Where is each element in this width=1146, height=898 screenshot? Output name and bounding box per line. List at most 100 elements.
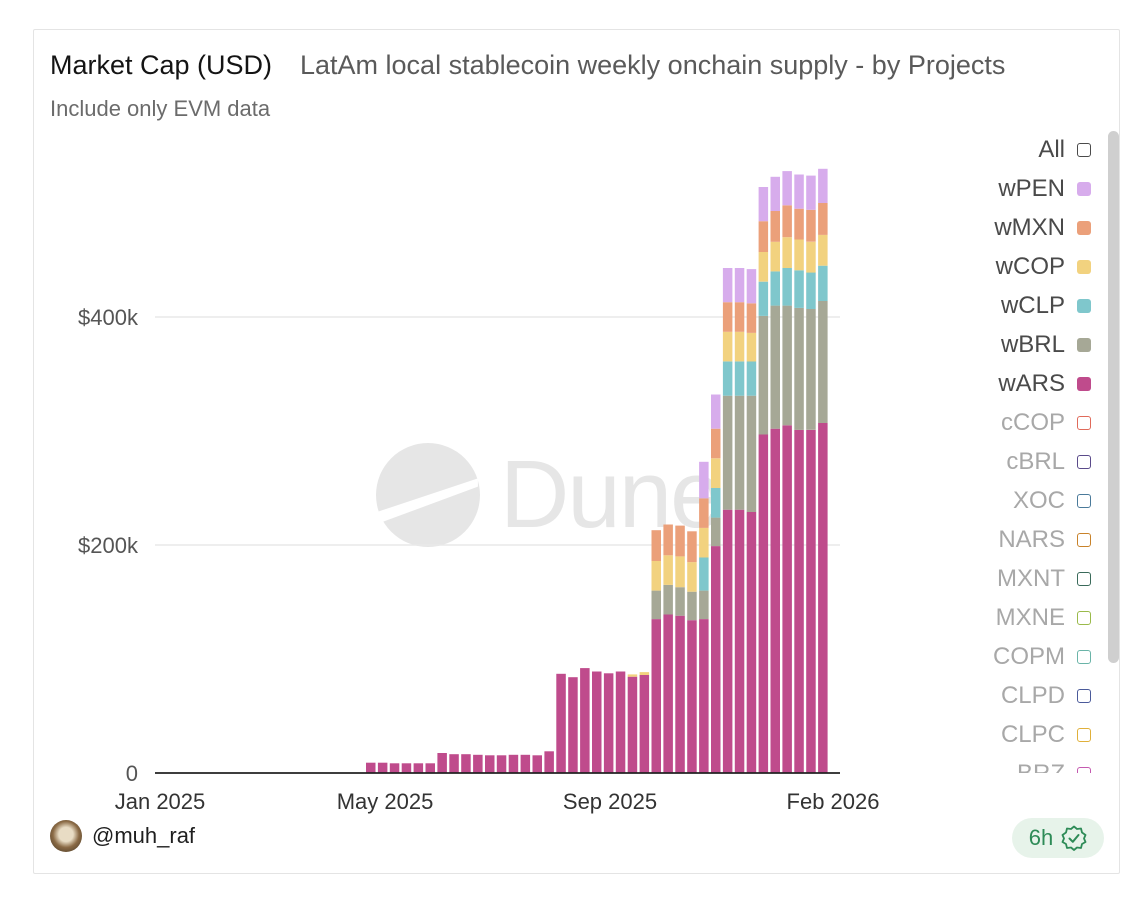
bar-wARS[interactable] (675, 615, 685, 773)
bar-wPEN[interactable] (734, 268, 745, 303)
bar-wBRL[interactable] (746, 395, 757, 512)
bar-wCOP[interactable] (770, 241, 781, 272)
bar-wBRL[interactable] (758, 315, 769, 435)
bar-wARS[interactable] (770, 428, 781, 773)
bar-wMXN[interactable] (651, 530, 662, 561)
bar-wPEN[interactable] (818, 168, 828, 203)
bar-wCOP[interactable] (734, 331, 745, 362)
bar-wCOP[interactable] (711, 458, 721, 488)
legend-item-cbrl[interactable]: cBRL (1006, 447, 1091, 477)
bar-wBRL[interactable] (675, 587, 685, 616)
legend-item-wmxn[interactable]: wMXN (994, 213, 1091, 243)
bar-wARS[interactable] (425, 763, 436, 773)
bar-wCOP[interactable] (746, 333, 757, 362)
bar-wARS[interactable] (377, 762, 388, 773)
bar-wCLP[interactable] (782, 268, 792, 306)
bar-wARS[interactable] (556, 673, 566, 773)
bar-wARS[interactable] (651, 619, 662, 773)
legend-item-xoc[interactable]: XOC (1013, 486, 1091, 516)
bar-wPEN[interactable] (758, 187, 769, 222)
bar-wARS[interactable] (818, 423, 828, 773)
bar-wMXN[interactable] (711, 428, 721, 459)
bar-wMXN[interactable] (699, 498, 709, 528)
bar-wPEN[interactable] (806, 175, 816, 210)
bar-wMXN[interactable] (722, 302, 733, 332)
bar-wBRL[interactable] (699, 590, 709, 620)
bar-wBRL[interactable] (818, 301, 828, 423)
bar-wCLP[interactable] (794, 270, 804, 308)
bar-wCLP[interactable] (711, 488, 721, 518)
bar-wARS[interactable] (722, 509, 733, 773)
avatar[interactable] (50, 820, 82, 852)
bar-wARS[interactable] (389, 763, 400, 773)
bar-wCLP[interactable] (746, 361, 757, 396)
bar-wMXN[interactable] (782, 205, 792, 238)
bar-wARS[interactable] (592, 671, 602, 774)
bar-wARS[interactable] (520, 754, 531, 773)
bar-wMXN[interactable] (770, 211, 781, 242)
bar-wCLP[interactable] (722, 361, 733, 396)
bar-wPEN[interactable] (699, 461, 709, 499)
freshness-badge[interactable]: 6h (1012, 818, 1104, 858)
bar-wMXN[interactable] (746, 303, 757, 333)
bar-wPEN[interactable] (746, 269, 757, 304)
bar-wARS[interactable] (603, 673, 614, 774)
bar-wPEN[interactable] (722, 268, 733, 303)
bar-wCOP[interactable] (699, 527, 709, 558)
bar-wPEN[interactable] (782, 171, 792, 206)
bar-wMXN[interactable] (758, 221, 769, 252)
bar-wCOP[interactable] (806, 241, 816, 273)
bar-wARS[interactable] (413, 763, 424, 773)
bar-wBRL[interactable] (663, 584, 673, 615)
bar-wBRL[interactable] (651, 590, 662, 620)
bar-wARS[interactable] (687, 620, 697, 773)
bar-wMXN[interactable] (687, 531, 697, 563)
bar-wMXN[interactable] (734, 302, 745, 332)
bar-wARS[interactable] (806, 429, 816, 773)
bar-wCLP[interactable] (770, 271, 781, 306)
bar-wCOP[interactable] (782, 237, 792, 268)
bar-wMXN[interactable] (794, 208, 804, 240)
bar-wARS[interactable] (473, 754, 483, 773)
legend-item-wcop[interactable]: wCOP (996, 252, 1091, 282)
bar-wCLP[interactable] (734, 361, 745, 396)
bar-wARS[interactable] (366, 762, 376, 773)
legend-item-nars[interactable]: NARS (998, 525, 1091, 555)
bar-wARS[interactable] (580, 668, 590, 773)
bar-wARS[interactable] (485, 755, 495, 773)
legend-item-all[interactable]: All (1038, 135, 1091, 165)
bar-wARS[interactable] (758, 434, 769, 773)
bar-wCLP[interactable] (758, 281, 769, 316)
bar-wARS[interactable] (699, 619, 709, 773)
bar-wARS[interactable] (711, 546, 721, 773)
legend-item-clpd[interactable]: CLPD (1001, 681, 1091, 711)
bar-wARS[interactable] (544, 751, 554, 773)
bar-wARS[interactable] (782, 425, 792, 773)
bar-wARS[interactable] (627, 676, 638, 773)
bar-wCOP[interactable] (675, 556, 685, 588)
legend-item-copm[interactable]: COPM (993, 642, 1091, 672)
legend-item-wclp[interactable]: wCLP (1001, 291, 1091, 321)
bar-wCOP[interactable] (639, 672, 650, 675)
bar-wMXN[interactable] (675, 525, 685, 557)
bar-wCOP[interactable] (758, 252, 769, 282)
bar-wARS[interactable] (461, 754, 471, 773)
bar-wCOP[interactable] (818, 234, 828, 266)
bar-wCOP[interactable] (687, 562, 697, 592)
bar-wBRL[interactable] (770, 305, 781, 429)
bar-wBRL[interactable] (794, 307, 804, 430)
bar-wPEN[interactable] (770, 176, 781, 211)
legend-item-ccop[interactable]: cCOP (1001, 408, 1091, 438)
bar-wPEN[interactable] (794, 174, 804, 209)
legend-item-mxne[interactable]: MXNE (996, 603, 1091, 633)
bar-wARS[interactable] (496, 755, 507, 773)
bar-wBRL[interactable] (782, 305, 792, 426)
legend-scrollbar[interactable] (1108, 131, 1119, 663)
bar-wARS[interactable] (734, 509, 745, 773)
bar-wBRL[interactable] (687, 591, 697, 621)
bar-wCOP[interactable] (651, 561, 662, 591)
bar-wARS[interactable] (639, 675, 650, 773)
bar-wARS[interactable] (746, 511, 757, 773)
legend-item-clpc[interactable]: CLPC (1001, 720, 1091, 750)
bar-wMXN[interactable] (806, 209, 816, 242)
